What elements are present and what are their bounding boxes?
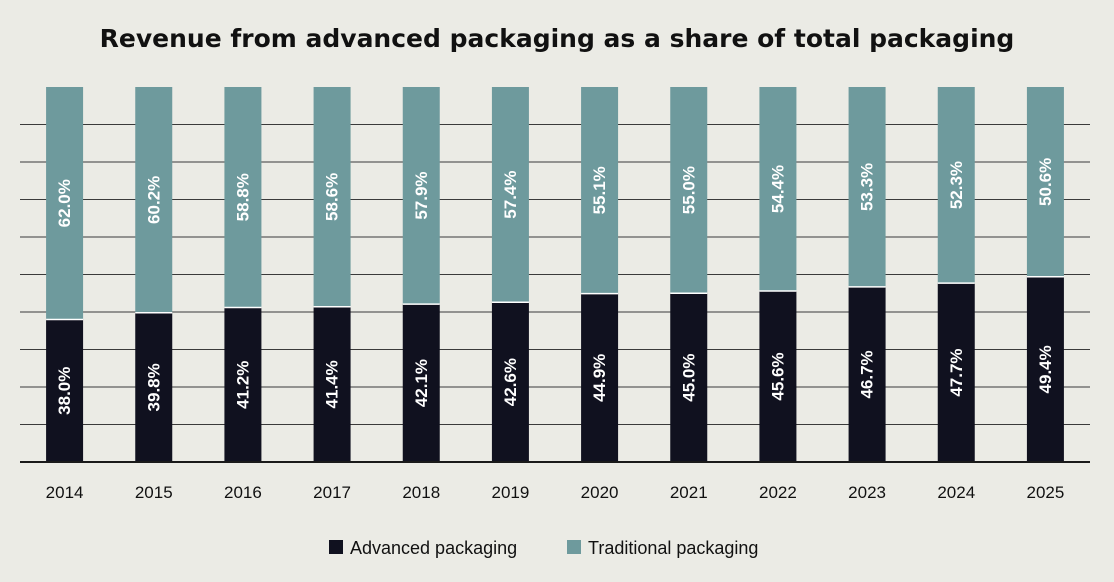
bar-traditional-2024 [937, 87, 975, 284]
x-tick-label: 2015 [135, 483, 173, 502]
value-label: 54.4% [768, 165, 787, 213]
value-label: 60.2% [144, 176, 163, 224]
bar-advanced-2019 [491, 302, 529, 462]
x-tick-label: 2022 [759, 483, 797, 502]
value-label: 55.0% [679, 166, 698, 214]
legend: Advanced packaging Traditional packaging [329, 538, 758, 558]
bar-advanced-2014 [46, 319, 84, 462]
value-label: 44.9% [590, 354, 609, 402]
x-tick-label: 2024 [937, 483, 975, 502]
value-label: 55.1% [590, 166, 609, 214]
bar-advanced-2015 [135, 312, 173, 462]
value-label: 42.6% [501, 358, 520, 406]
bars [46, 87, 1064, 462]
value-label: 41.2% [233, 361, 252, 409]
value-label: 57.9% [412, 171, 431, 219]
bar-traditional-2023 [848, 87, 886, 287]
value-label: 58.6% [323, 173, 342, 221]
bar-advanced-2021 [670, 293, 708, 462]
x-tick-label: 2023 [848, 483, 886, 502]
value-label: 45.0% [679, 354, 698, 402]
legend-label-advanced: Advanced packaging [350, 538, 517, 558]
value-label: 47.7% [947, 348, 966, 396]
value-label: 38.0% [55, 367, 74, 415]
value-label: 45.6% [768, 352, 787, 400]
legend-swatch-advanced [329, 540, 343, 554]
bar-advanced-2025 [1026, 276, 1064, 462]
x-tick-label: 2019 [492, 483, 530, 502]
bar-advanced-2017 [313, 306, 351, 462]
bar-traditional-2017 [313, 87, 351, 307]
bar-traditional-2014 [46, 87, 84, 320]
value-label: 46.7% [858, 350, 877, 398]
value-label: 41.4% [323, 360, 342, 408]
bar-traditional-2019 [491, 87, 529, 303]
x-tick-label: 2021 [670, 483, 708, 502]
value-label: 53.3% [858, 163, 877, 211]
bar-traditional-2015 [135, 87, 173, 313]
chart-title: Revenue from advanced packaging as a sha… [100, 24, 1015, 53]
bar-traditional-2025 [1026, 87, 1064, 277]
legend-swatch-traditional [567, 540, 581, 554]
bar-traditional-2021 [670, 87, 708, 294]
bar-traditional-2018 [402, 87, 440, 305]
x-tick-label: 2020 [581, 483, 619, 502]
value-label: 58.8% [233, 173, 252, 221]
bar-advanced-2020 [581, 293, 619, 462]
legend-label-traditional: Traditional packaging [588, 538, 758, 558]
value-labels: 38.0% 62.0% 39.8% 60.2% 41.2% 58.8% 41.4% 58.6%… [55, 158, 1055, 415]
x-tick-label: 2025 [1027, 483, 1065, 502]
x-axis: 2014 2015 2016 2017 2018 2019 2020 2021 2022 2023… [20, 461, 1090, 502]
value-label: 39.8% [144, 363, 163, 411]
bar-traditional-2022 [759, 87, 797, 291]
value-label: 57.4% [501, 171, 520, 219]
gridlines [20, 124, 1090, 425]
bar-advanced-2016 [224, 307, 262, 462]
x-tick-label: 2014 [46, 483, 84, 502]
value-label: 50.6% [1036, 158, 1055, 206]
bar-advanced-2018 [402, 304, 440, 462]
x-tick-label: 2018 [402, 483, 440, 502]
value-label: 52.3% [947, 161, 966, 209]
value-label: 42.1% [412, 359, 431, 407]
value-label: 62.0% [55, 179, 74, 227]
bar-advanced-2023 [848, 286, 886, 462]
bar-traditional-2016 [224, 87, 262, 308]
value-label: 49.4% [1036, 345, 1055, 393]
bar-advanced-2022 [759, 291, 797, 462]
bar-traditional-2020 [581, 87, 619, 294]
x-tick-label: 2016 [224, 483, 262, 502]
x-tick-label: 2017 [313, 483, 351, 502]
bar-advanced-2024 [937, 283, 975, 462]
